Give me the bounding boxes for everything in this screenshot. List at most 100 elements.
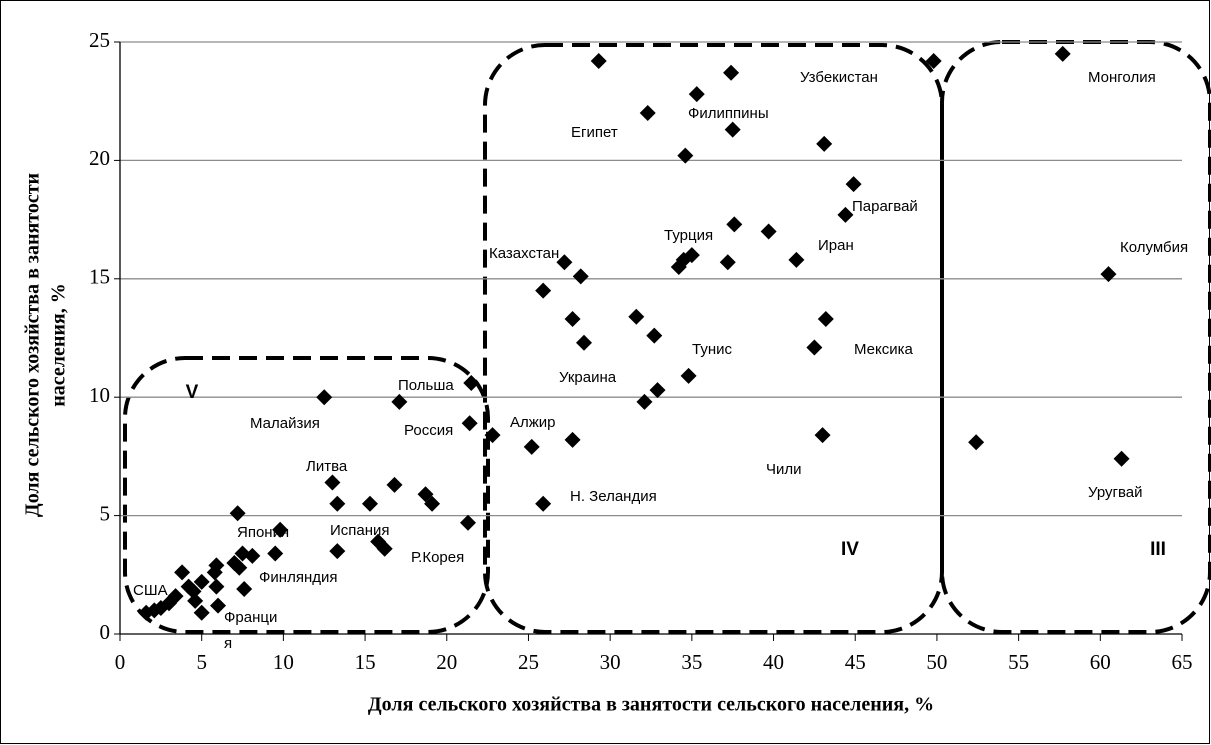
x-tick-label: 15 [355, 650, 376, 674]
annotation: Турция [664, 227, 713, 244]
annotation: Франци [224, 609, 277, 626]
annotation: я [224, 635, 232, 652]
point [535, 495, 552, 512]
x-tick-label: 60 [1090, 650, 1111, 674]
x-tick-label: 45 [845, 650, 866, 674]
x-tick-label: 50 [926, 650, 947, 674]
annotation: Казахстан [489, 245, 559, 262]
point [424, 495, 441, 512]
point [417, 486, 434, 503]
y-tick-label: 5 [100, 501, 111, 525]
point [806, 339, 823, 356]
x-tick-label: 30 [600, 650, 621, 674]
point [590, 52, 607, 69]
x-tick-label: 5 [196, 650, 207, 674]
annotation: Филиппины [688, 105, 769, 122]
point [816, 135, 833, 152]
point [324, 474, 341, 491]
region-label: III [1150, 539, 1166, 560]
annotation: Р.Корея [411, 549, 464, 566]
y-tick-label: 25 [89, 28, 110, 52]
point [688, 86, 705, 103]
x-tick-label: 35 [681, 650, 702, 674]
annotation: Уругвай [1088, 484, 1143, 501]
point [628, 308, 645, 325]
annotation: Финляндия [259, 569, 337, 586]
point [845, 176, 862, 193]
point [272, 521, 289, 538]
point [1113, 450, 1130, 467]
annotation: Россия [404, 422, 453, 439]
x-tick-label: 10 [273, 650, 294, 674]
region-label: IV [841, 539, 859, 560]
annotation: Япония [237, 524, 289, 541]
point [460, 514, 477, 531]
point [193, 604, 210, 621]
point [329, 543, 346, 560]
point [680, 367, 697, 384]
point [226, 554, 243, 571]
point [649, 382, 666, 399]
region-label: V [186, 382, 199, 403]
point [817, 311, 834, 328]
point [925, 52, 942, 69]
point [556, 254, 573, 271]
x-tick-label: 65 [1172, 650, 1193, 674]
point [229, 505, 246, 522]
point [564, 431, 581, 448]
x-tick-label: 40 [763, 650, 784, 674]
point [646, 327, 663, 344]
annotation: Колумбия [1120, 239, 1188, 256]
region-box [123, 356, 490, 634]
point [174, 564, 191, 581]
point [576, 334, 593, 351]
point [391, 393, 408, 410]
point [535, 282, 552, 299]
y-tick-label: 10 [89, 383, 110, 407]
point [814, 427, 831, 444]
point [208, 578, 225, 595]
annotation: Парагвай [852, 198, 918, 215]
x-tick-label: 20 [436, 650, 457, 674]
point [564, 311, 581, 328]
x-tick-label: 55 [1008, 650, 1029, 674]
point [386, 476, 403, 493]
point [1054, 45, 1071, 62]
point [724, 121, 741, 138]
annotation: Алжир [510, 414, 556, 431]
point [185, 583, 202, 600]
annotation: Чили [766, 461, 802, 478]
y-tick-label: 0 [100, 620, 111, 644]
point [484, 427, 501, 444]
annotation: Монголия [1088, 69, 1156, 86]
x-axis-title: Доля сельского хозяйства в занятости сел… [368, 694, 934, 716]
point [636, 393, 653, 410]
annotation: Украина [559, 369, 617, 386]
point [788, 251, 805, 268]
annotation: Н. Зеландия [570, 488, 657, 505]
point [760, 223, 777, 240]
point [193, 573, 210, 590]
y-tick-label: 20 [89, 146, 110, 170]
point [523, 438, 540, 455]
point [206, 564, 223, 581]
point [267, 545, 284, 562]
point [572, 268, 589, 285]
point [234, 545, 251, 562]
point [361, 495, 378, 512]
annotation: Малайзия [250, 415, 320, 432]
annotation: Мексика [854, 341, 914, 358]
point [1100, 266, 1117, 283]
point [329, 495, 346, 512]
point [670, 258, 687, 275]
point [683, 247, 700, 264]
point [236, 581, 253, 598]
annotation: Узбекистан [800, 69, 878, 86]
point [316, 389, 333, 406]
x-tick-label: 25 [518, 650, 539, 674]
y-axis-title: Доля сельского хозяйства в занятости [22, 173, 44, 517]
point [723, 64, 740, 81]
region-box [940, 40, 1211, 634]
annotation: Испания [330, 522, 390, 539]
